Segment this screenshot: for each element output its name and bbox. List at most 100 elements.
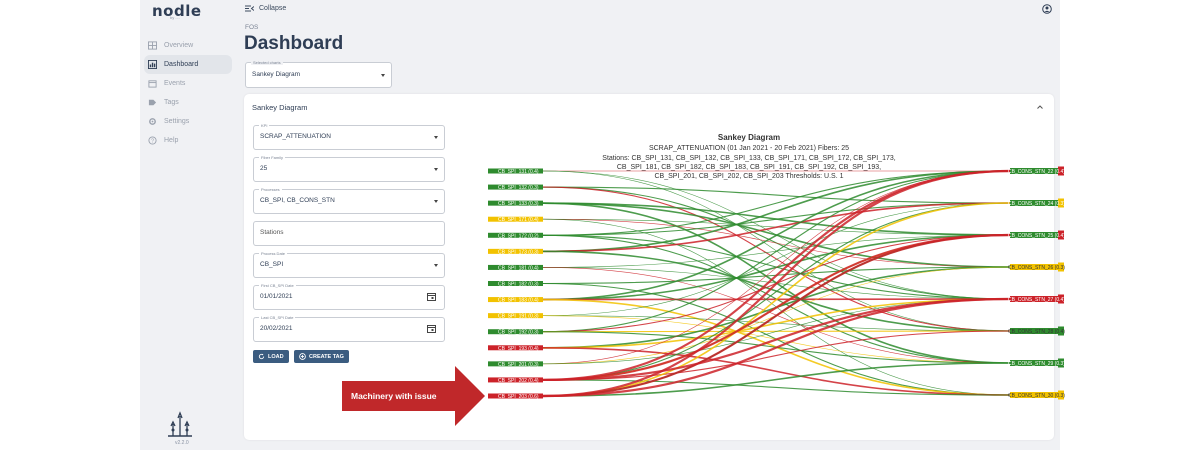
sankey-link — [542, 170, 1011, 236]
sidebar-item-overview[interactable]: Overview — [144, 36, 232, 55]
sankey-target-node[interactable] — [1010, 200, 1058, 206]
sankey-target-node[interactable] — [1010, 264, 1058, 270]
sankey-source-label: CB_SPI_192 (0.3) — [498, 330, 539, 336]
sankey-source-node[interactable] — [488, 345, 543, 351]
chevron-down-icon — [434, 264, 438, 267]
collapse-label: Collapse — [259, 5, 287, 12]
sankey-target-end — [1058, 390, 1064, 400]
sankey-link — [542, 297, 1011, 398]
app-logo: nodle — [152, 2, 202, 20]
sankey-source-label: CB_SPI_193 (0.4) — [498, 346, 539, 352]
sankey-source-label: CB_SPI_182 (0.3) — [498, 282, 539, 288]
svg-text:?: ? — [151, 138, 154, 144]
sidebar-item-label: Dashboard — [164, 61, 199, 68]
first-date-field[interactable]: First CB_SPI Date 01/01/2021 — [253, 283, 445, 310]
calendar-icon[interactable] — [427, 324, 436, 333]
chart-subtitle: SCRAP_ATTENUATION (01 Jan 2021 - 20 Feb … — [649, 145, 849, 152]
gear-icon — [149, 118, 156, 125]
annotation-arrow — [455, 366, 485, 426]
create-tag-button[interactable]: CREATE TAG — [294, 350, 349, 363]
chevron-down-icon — [381, 74, 385, 77]
sankey-source-node[interactable] — [488, 168, 543, 174]
sankey-source-node[interactable] — [488, 248, 543, 254]
sankey-target-node[interactable] — [1010, 168, 1058, 174]
collapse-button[interactable]: Collapse — [245, 5, 286, 12]
process-date-value: CB_SPI — [260, 261, 284, 268]
last-date-value: 20/02/2021 — [260, 325, 293, 332]
sankey-target-end — [1058, 198, 1064, 208]
chart-subtitle: CB_SPI_181, CB_SPI_182, CB_SPI_183, CB_S… — [617, 164, 881, 171]
collapse-icon — [245, 5, 254, 12]
sidebar-item-help[interactable]: ? Help — [144, 131, 232, 150]
sankey-source-node[interactable] — [488, 232, 543, 238]
sankey-source-label: CB_SPI_181 (0.4) — [498, 265, 539, 271]
sidebar-item-tags[interactable]: Tags — [144, 93, 232, 112]
chevron-up-icon[interactable] — [1036, 103, 1044, 111]
sankey-source-label: CB_SPI_131 (0.4) — [498, 169, 539, 175]
sankey-link — [542, 202, 1011, 381]
sankey-source-node[interactable] — [488, 377, 543, 383]
kpi-label: KPI — [259, 123, 270, 128]
last-date-field[interactable]: Last CB_SPI Date 20/02/2021 — [253, 315, 445, 342]
breadcrumb[interactable]: FOS — [245, 24, 259, 31]
sankey-target-end — [1058, 294, 1064, 304]
sankey-source-label: CB_SPI_191 (0.3) — [498, 314, 539, 320]
app-logo-subtitle: by .... — [170, 15, 180, 20]
sankey-links — [542, 169, 1011, 398]
sidebar-item-dashboard[interactable]: Dashboard — [144, 55, 232, 74]
selected-charts-value: Sankey Diagram — [252, 71, 301, 78]
sankey-source-node[interactable] — [488, 200, 543, 206]
sankey-source-node[interactable] — [488, 393, 543, 399]
sidebar: nodle by .... Overview Dashboard Events … — [140, 0, 235, 450]
sidebar-item-events[interactable]: Events — [144, 74, 232, 93]
load-button[interactable]: LOAD — [253, 350, 289, 363]
sankey-link — [542, 379, 1011, 396]
sankey-link — [542, 346, 1011, 396]
processes-label: Processes — [259, 187, 282, 192]
chart-subtitle: Stations: CB_SPI_131, CB_SPI_132, CB_SPI… — [602, 155, 895, 162]
chevron-down-icon — [434, 200, 438, 203]
sankey-target-label: CB_CONS_STN_24 (0.3) — [1008, 201, 1065, 207]
app-version: v2.2.0 — [175, 440, 189, 446]
sidebar-item-label: Events — [164, 80, 186, 87]
sankey-source-node[interactable] — [488, 264, 543, 270]
dashboard-icon — [148, 60, 157, 69]
sankey-source-node[interactable] — [488, 361, 543, 367]
processes-select[interactable]: Processes CB_SPI, CB_CONS_STN — [253, 187, 445, 214]
sankey-source-node[interactable] — [488, 184, 543, 190]
calendar-icon[interactable] — [427, 292, 436, 301]
sankey-source-node[interactable] — [488, 313, 543, 319]
sankey-target-node[interactable] — [1010, 296, 1058, 302]
sankey-source-node[interactable] — [488, 281, 543, 286]
sankey-target-node[interactable] — [1010, 360, 1058, 366]
sankey-link — [542, 202, 1011, 397]
sidebar-item-settings[interactable]: Settings — [144, 112, 232, 131]
sankey-source-label: CB_SPI_201 (0.3) — [498, 362, 539, 368]
selected-charts-select[interactable]: Selected charts Sankey Diagram — [245, 60, 392, 88]
sankey-target-end — [1058, 166, 1064, 176]
sankey-target-node[interactable] — [1010, 232, 1058, 238]
fiber-family-label: Fiber Family — [259, 155, 286, 160]
sankey-link — [542, 362, 1011, 397]
process-date-select[interactable]: Process Date CB_SPI — [253, 251, 445, 278]
sankey-target-node[interactable] — [1010, 392, 1058, 398]
fiber-family-select[interactable]: Fiber Family 25 — [253, 155, 445, 182]
sankey-target-node[interactable] — [1010, 328, 1058, 334]
chart-titles: Sankey Diagram SCRAP_ATTENUATION (01 Jan… — [602, 133, 895, 180]
sankey-source-label: CB_SPI_132 (0.3) — [498, 185, 539, 191]
sankey-link — [542, 298, 1011, 349]
sankey-link — [542, 202, 1011, 253]
sankey-source-label: CB_SPI_172 (0.2) — [498, 233, 539, 239]
sidebar-nav: Overview Dashboard Events Tags Settings … — [144, 36, 232, 150]
calendar-icon — [148, 80, 157, 88]
sankey-source-node[interactable] — [488, 297, 543, 303]
sankey-link — [542, 218, 1011, 268]
sankey-source-node[interactable] — [488, 329, 543, 335]
kpi-select[interactable]: KPI SCRAP_ATTENUATION — [253, 123, 445, 150]
refresh-icon — [258, 353, 265, 360]
stations-input[interactable]: Stations — [253, 221, 445, 246]
selected-charts-label: Selected charts — [251, 60, 283, 65]
sankey-link — [542, 297, 1011, 382]
user-avatar-icon[interactable] — [1042, 4, 1052, 14]
sankey-source-node[interactable] — [488, 216, 543, 222]
